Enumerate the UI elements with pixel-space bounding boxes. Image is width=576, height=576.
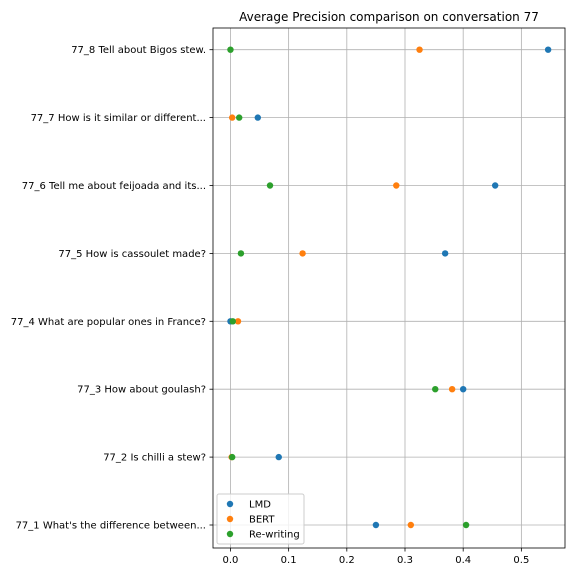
point-bert — [234, 318, 242, 325]
y-tick-label: 77_8 Tell about Bigos stew. — [71, 45, 206, 56]
point-bert — [229, 114, 236, 121]
point-lmd — [459, 386, 467, 393]
y-tick-label: 77_2 Is chilli a stew? — [103, 453, 206, 464]
legend-marker-lmd — [226, 500, 234, 508]
point-lmd — [372, 521, 380, 529]
chart-title: Average Precision comparison on conversa… — [239, 10, 539, 24]
point-re-writing — [237, 250, 245, 257]
point-re-writing — [432, 386, 439, 393]
point-lmd — [441, 250, 449, 257]
y-tick-label: 77_1 What's the difference between... — [16, 521, 206, 532]
legend: LMD BERT Re-writing — [216, 493, 305, 545]
point-lmd — [544, 46, 552, 53]
point-lmd — [254, 114, 261, 121]
x-tick-label: 0.3 — [397, 555, 413, 566]
x-tick-label: 0.2 — [339, 555, 355, 566]
point-bert — [393, 182, 400, 189]
y-tick-label: 77_5 How is cassoulet made? — [58, 249, 206, 260]
grid-lines — [213, 28, 565, 548]
x-tick-label: 0.1 — [281, 555, 297, 566]
y-tick-label: 77_4 What are popular ones in France? — [11, 317, 206, 328]
point-re-writing — [229, 318, 236, 325]
point-re-writing — [229, 453, 236, 461]
point-re-writing — [235, 114, 243, 121]
point-bert — [299, 250, 306, 257]
point-re-writing — [227, 46, 234, 53]
legend-label-bert: BERT — [249, 515, 275, 526]
point-bert — [448, 386, 456, 393]
legend-label-lmd: LMD — [249, 500, 271, 511]
point-lmd — [491, 182, 499, 189]
plot-area — [212, 27, 566, 549]
data-points — [227, 46, 552, 529]
y-tick-label: 77_7 How is it similar or different... — [31, 113, 206, 124]
point-re-writing — [266, 182, 274, 189]
y-axis: 77_1 What's the difference between... 77_… — [11, 45, 213, 532]
point-bert — [407, 521, 415, 529]
x-tick-label: 0.5 — [513, 555, 529, 566]
x-tick-label: 0.4 — [455, 555, 471, 566]
legend-label-rewriting: Re-writing — [249, 530, 300, 541]
x-tick-label: 0.0 — [223, 555, 239, 566]
legend-marker-bert — [226, 515, 234, 523]
legend-frame — [216, 493, 305, 545]
point-bert — [416, 46, 423, 53]
point-lmd — [275, 453, 282, 461]
legend-marker-rewriting — [226, 530, 234, 538]
y-tick-label: 77_6 Tell me about feijoada and its... — [22, 181, 206, 192]
point-re-writing — [462, 521, 470, 529]
x-axis: 0.0 0.1 0.2 0.3 0.4 0.5 — [223, 548, 529, 566]
y-tick-label: 77_3 How about goulash? — [77, 385, 206, 396]
